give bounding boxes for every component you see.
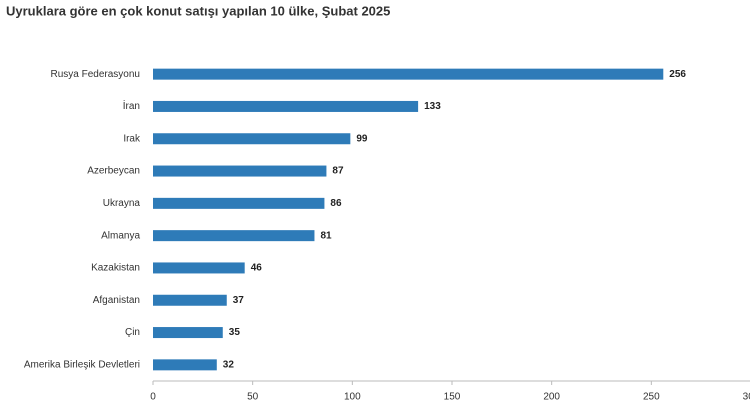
- value-label: 81: [320, 230, 332, 241]
- bar: [153, 327, 223, 339]
- value-label: 86: [330, 198, 342, 209]
- bar: [153, 230, 315, 242]
- y-tick-label: Azerbeycan: [87, 166, 140, 177]
- value-label: 256: [669, 69, 686, 80]
- y-tick-label: Amerika Birleşik Devletleri: [24, 359, 140, 370]
- value-label: 133: [424, 101, 441, 112]
- bar: [153, 197, 325, 209]
- y-tick-label: Çin: [125, 327, 140, 338]
- y-tick-label: Kazakistan: [91, 263, 140, 274]
- value-label: 32: [223, 359, 235, 370]
- value-label: 35: [229, 327, 241, 338]
- bar: [153, 165, 327, 177]
- x-tick-label: 150: [444, 392, 461, 403]
- bar: [153, 262, 245, 274]
- y-tick-label: Rusya Federasyonu: [51, 69, 141, 80]
- value-label: 37: [233, 295, 245, 306]
- bar: [153, 294, 227, 306]
- chart-title: Uyruklara göre en çok konut satışı yapıl…: [6, 3, 390, 18]
- y-tick-label: İran: [123, 99, 140, 112]
- y-tick-label: Afganistan: [93, 295, 140, 306]
- value-label: 87: [332, 166, 344, 177]
- x-tick-label: 0: [150, 392, 156, 403]
- bar: [153, 133, 351, 145]
- x-tick-label: 50: [247, 392, 259, 403]
- x-tick-label: 300: [743, 392, 750, 403]
- x-tick-label: 200: [543, 392, 560, 403]
- bar: [153, 100, 419, 112]
- y-tick-label: Ukrayna: [103, 198, 141, 209]
- x-tick-label: 250: [643, 392, 660, 403]
- y-tick-label: Almanya: [101, 230, 140, 241]
- value-label: 99: [356, 133, 368, 144]
- value-label: 46: [251, 263, 263, 274]
- bar: [153, 68, 664, 80]
- bar: [153, 359, 217, 371]
- y-tick-label: Irak: [123, 133, 141, 144]
- x-tick-label: 100: [344, 392, 361, 403]
